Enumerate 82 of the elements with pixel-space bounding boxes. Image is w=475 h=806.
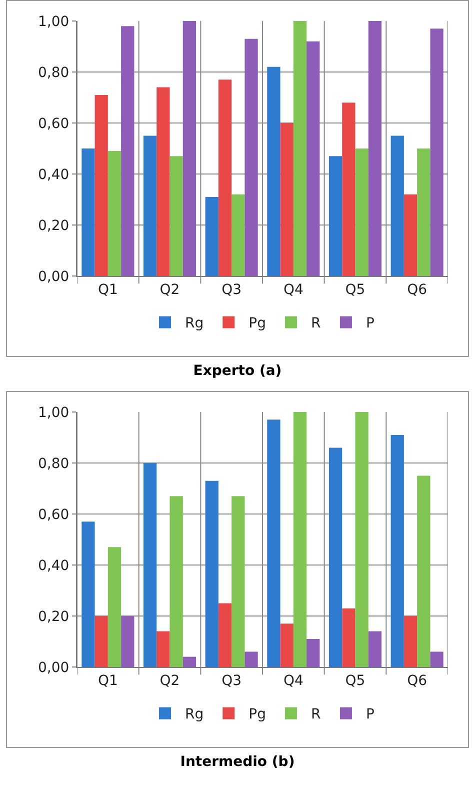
- bar: [306, 638, 320, 667]
- bar: [156, 631, 170, 667]
- bar: [170, 156, 183, 276]
- x-tick-label: Q1: [98, 672, 118, 689]
- bar: [430, 28, 444, 276]
- legend-label: Pg: [248, 316, 266, 332]
- bar: [390, 434, 404, 667]
- bar: [108, 547, 122, 667]
- bar: [267, 66, 280, 276]
- x-tick-label: Q6: [407, 282, 428, 298]
- legend-label: Rg: [185, 316, 204, 332]
- bar: [417, 476, 430, 667]
- bar: [368, 21, 382, 276]
- bar: [232, 496, 245, 667]
- x-tick-label: Q4: [283, 672, 304, 689]
- legend-label: R: [310, 316, 321, 332]
- bar: [170, 496, 183, 667]
- bar: [293, 412, 307, 667]
- bar: [417, 148, 430, 276]
- bar: [143, 463, 157, 667]
- x-tick-label: Q6: [407, 672, 428, 689]
- bar: [342, 102, 356, 276]
- bar: [205, 196, 218, 276]
- bar: [404, 616, 418, 667]
- legend-label: P: [366, 316, 374, 332]
- bar: [306, 41, 320, 276]
- legend-label: P: [366, 706, 374, 723]
- x-tick-label: Q4: [283, 282, 304, 298]
- bar: [218, 603, 232, 667]
- bar: [205, 480, 218, 667]
- x-tick-label: Q3: [222, 282, 242, 298]
- bar: [218, 80, 232, 276]
- y-tick-label: 0,60: [38, 116, 70, 132]
- y-tick-label: 0,60: [38, 506, 70, 523]
- x-tick-label: Q3: [222, 672, 242, 689]
- y-tick-label: 0,80: [38, 64, 70, 81]
- bar: [82, 148, 95, 276]
- bar: [156, 87, 170, 276]
- y-tick-label: 0,40: [38, 166, 70, 183]
- bar: [404, 194, 418, 276]
- bar: [430, 652, 444, 667]
- y-tick-label: 0,00: [38, 660, 70, 676]
- legend-label: Pg: [248, 706, 266, 723]
- y-tick-label: 1,00: [38, 404, 70, 421]
- bar: [280, 624, 294, 667]
- y-tick-label: 0,80: [38, 456, 70, 472]
- x-tick-label: Q1: [98, 282, 118, 298]
- bar: [355, 412, 368, 667]
- bar: [328, 448, 342, 667]
- y-tick-label: 0,20: [38, 218, 70, 234]
- bar: [121, 26, 134, 276]
- bar: [328, 156, 342, 276]
- y-tick-label: 1,00: [38, 14, 70, 30]
- bar: [355, 148, 368, 276]
- x-tick-label: Q5: [345, 672, 366, 689]
- text: Intermedio (b): [179, 753, 296, 772]
- bar: [143, 136, 157, 276]
- bar: [232, 194, 245, 276]
- bar: [244, 652, 258, 667]
- bar: [82, 522, 95, 667]
- bar: [108, 151, 122, 276]
- bar: [280, 123, 294, 276]
- x-tick-label: Q2: [160, 672, 180, 689]
- bar: [244, 38, 258, 276]
- bar: [390, 136, 404, 276]
- bar: [94, 616, 108, 667]
- x-tick-label: Q5: [345, 282, 366, 298]
- x-tick-label: Q2: [160, 282, 180, 298]
- bar: [267, 420, 280, 667]
- bar: [293, 21, 307, 276]
- y-tick-label: 0,20: [38, 608, 70, 625]
- text: Experto (a): [192, 362, 283, 381]
- bar: [121, 616, 134, 667]
- bar: [182, 21, 196, 276]
- bar: [94, 94, 108, 276]
- y-tick-label: 0,00: [38, 268, 70, 285]
- y-tick-label: 0,40: [38, 558, 70, 574]
- bar: [182, 656, 196, 667]
- bar: [342, 608, 356, 667]
- legend-label: R: [310, 706, 321, 723]
- bar: [368, 631, 382, 667]
- legend-label: Rg: [185, 706, 204, 723]
